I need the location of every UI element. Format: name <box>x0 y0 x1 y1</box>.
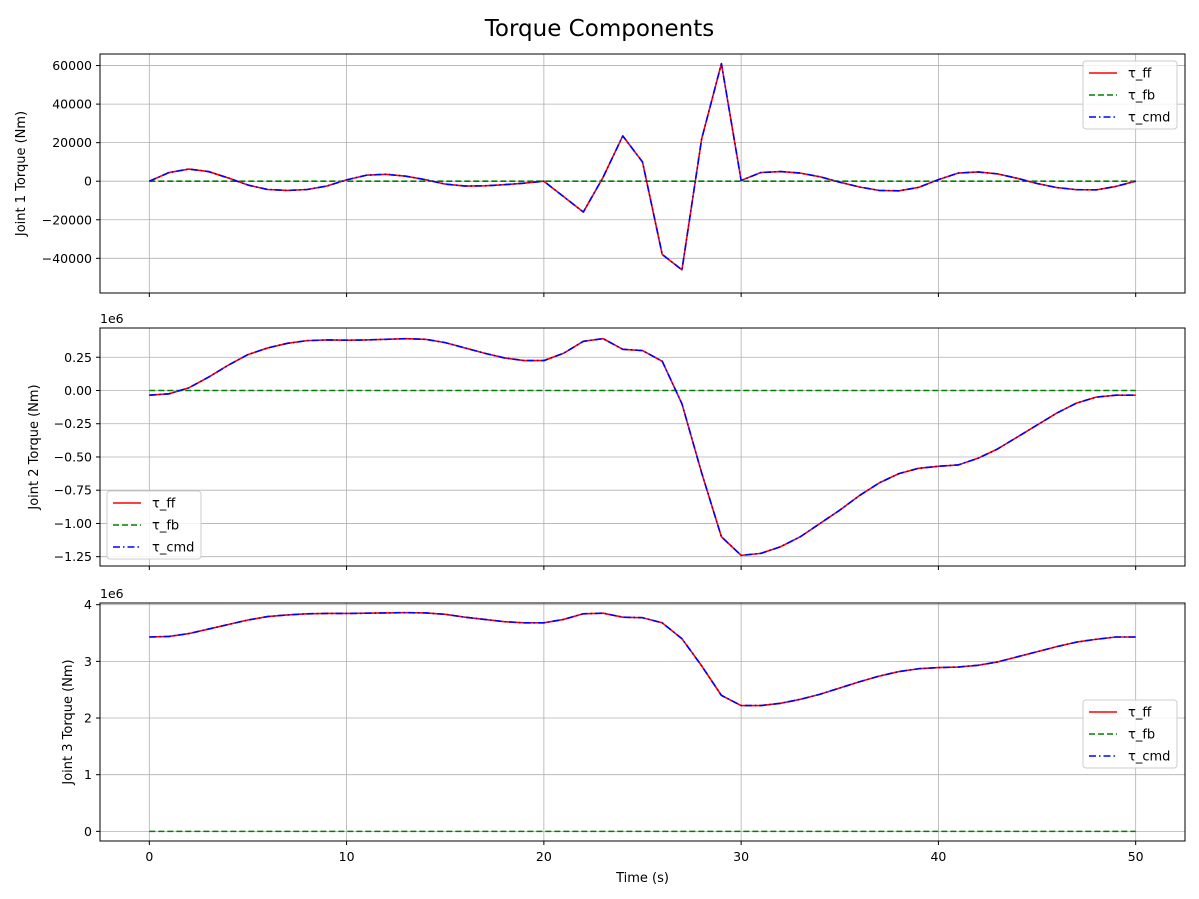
x-tick-label: 40 <box>930 849 946 864</box>
y-tick-label: 4 <box>84 597 92 612</box>
legend: τ_ff τ_fb τ_cmd <box>1082 699 1178 769</box>
x-tick-label: 30 <box>733 849 749 864</box>
x-axis-label: Time (s) <box>615 871 669 886</box>
y-tick-label: −0.50 <box>54 449 92 464</box>
y-tick-label: 20000 <box>52 135 92 150</box>
legend-label: τ_ff <box>1128 67 1152 82</box>
y-tick-label: −20000 <box>42 212 92 227</box>
legend-box <box>1082 699 1178 769</box>
series-line-τ_cmd <box>148 62 1136 271</box>
axes-frame <box>99 327 1186 567</box>
legend-label: τ_cmd <box>152 541 194 556</box>
y-axis-label: Joint 1 Torque (Nm) <box>14 111 29 237</box>
y-tick-label: −1.25 <box>54 549 92 564</box>
legend-label: τ_cmd <box>1128 111 1170 126</box>
subplot-2: −1.25 −1.00 −0.75 −0.50 −0.25 0.00 0.25 1e6 Join… <box>27 311 1186 570</box>
legend: τ_ff τ_fb τ_cmd <box>1082 60 1178 130</box>
legend-box <box>1082 60 1178 130</box>
axes-frame <box>99 602 1186 842</box>
x-tick-label: 50 <box>1128 849 1144 864</box>
y-axis-label: Joint 3 Torque (Nm) <box>61 659 76 785</box>
legend-label: τ_cmd <box>1128 750 1170 765</box>
x-tick-label: 10 <box>339 849 355 864</box>
legend-label: τ_fb <box>1128 728 1155 743</box>
x-tick-label: 0 <box>145 849 153 864</box>
y-tick-label: 3 <box>84 654 92 669</box>
y-tick-label: 0 <box>84 824 92 839</box>
legend-label: τ_fb <box>152 519 179 534</box>
axes-frame <box>99 53 1186 294</box>
y-offset-text: 1e6 <box>100 311 124 326</box>
x-tick-label: 20 <box>536 849 552 864</box>
figure-title: Torque Components <box>484 16 714 42</box>
series-line-τ_cmd <box>149 611 1136 707</box>
y-tick-label: −0.25 <box>54 416 92 431</box>
legend-label: τ_ff <box>1128 706 1152 721</box>
y-tick-label: 60000 <box>52 58 92 73</box>
subplots: −40000 −20000 0 20000 40000 60000 Joint 1 Torq… <box>14 53 1186 886</box>
y-tick-label: 0 <box>84 174 92 189</box>
y-tick-label: −0.75 <box>54 483 92 498</box>
y-tick-label: −40000 <box>42 251 92 266</box>
y-tick-label: 0.00 <box>64 383 92 398</box>
y-tick-label: 2 <box>84 711 92 726</box>
y-axis-label: Joint 2 Torque (Nm) <box>27 384 42 510</box>
y-offset-text: 1e6 <box>100 586 124 601</box>
subplot-1: −40000 −20000 0 20000 40000 60000 Joint 1 Torq… <box>14 53 1186 297</box>
legend-label: τ_ff <box>152 497 176 512</box>
subplot-3: 0 10 20 30 40 50 0 1 2 3 4 1e6 Joint 3 Torque (Nm) Ti… <box>61 586 1186 886</box>
legend: τ_ff τ_fb τ_cmd <box>106 490 202 560</box>
y-tick-label: −1.00 <box>54 516 92 531</box>
y-tick-label: 0.25 <box>64 350 92 365</box>
series-line-τ_cmd <box>149 337 1136 557</box>
y-tick-label: 1 <box>84 767 92 782</box>
legend-box <box>106 490 202 560</box>
legend-label: τ_fb <box>1128 89 1155 104</box>
y-tick-label: 40000 <box>52 97 92 112</box>
